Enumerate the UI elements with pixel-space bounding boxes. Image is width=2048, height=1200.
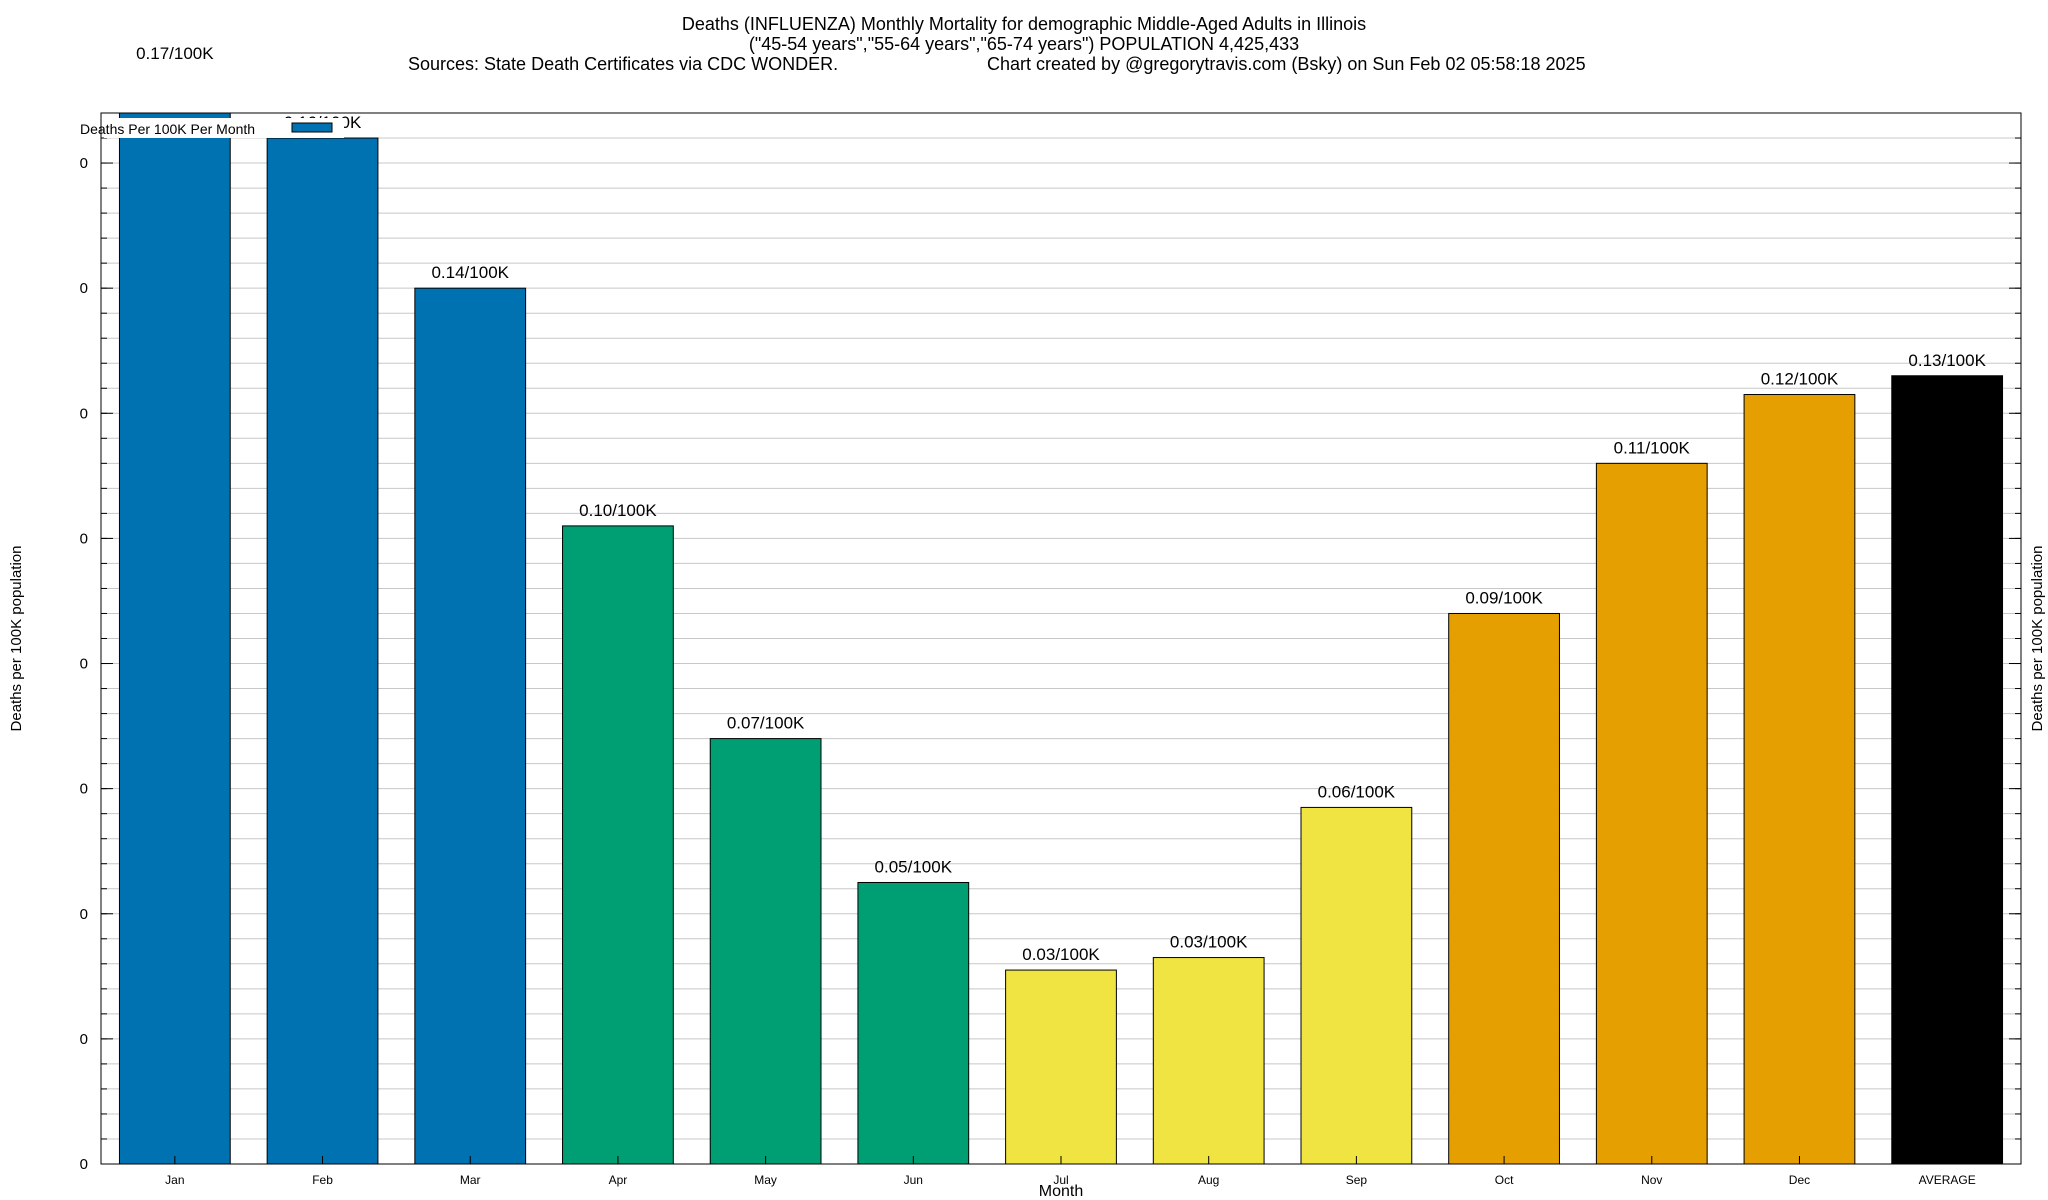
data-label: 0.10/100K — [579, 501, 657, 520]
bar-jun — [857, 881, 970, 1165]
x-tick-label: Mar — [460, 1173, 481, 1187]
bar-nov — [1595, 462, 1708, 1165]
y-tick-label: 0 — [80, 1156, 88, 1173]
bar-sep — [1300, 806, 1413, 1165]
bar-dec — [1743, 394, 1856, 1165]
x-tick-label: Dec — [1789, 1173, 1810, 1187]
x-tick-label: AVERAGE — [1919, 1173, 1976, 1187]
legend: Deaths Per 100K Per Month — [80, 118, 344, 138]
x-tick-label: Jul — [1053, 1173, 1068, 1187]
chart-credit: Chart created by @gregorytravis.com (Bsk… — [987, 54, 1586, 74]
chart-subtitle: ("45-54 years","55-64 years","65-74 year… — [748, 34, 1300, 54]
x-axis-ticks: Jan Feb Mar Apr May Jun Jul Aug Sep Oct Nov Dec AVER… — [165, 1156, 1976, 1187]
data-label: 0.03/100K — [1170, 933, 1248, 952]
y-tick-label: 0 — [80, 530, 88, 547]
data-label: 0.05/100K — [875, 857, 953, 876]
y-tick-label: 0 — [80, 906, 88, 923]
y-axis-label: Deaths per 100K population — [8, 546, 25, 732]
bar-jan — [118, 112, 231, 1165]
data-label: 0.11/100K — [1614, 438, 1691, 457]
y-tick-label: 0 — [80, 405, 88, 422]
x-tick-label: Jan — [165, 1173, 184, 1187]
bar-may — [709, 738, 822, 1165]
y-axis-ticks: 0 0 0 0 0 0 0 0 0 — [80, 155, 2021, 1173]
x-tick-label: Apr — [609, 1173, 628, 1187]
y-tick-label: 0 — [80, 280, 88, 297]
x-tick-label: Aug — [1198, 1173, 1219, 1187]
data-label: 0.13/100K — [1908, 351, 1986, 370]
bars — [118, 112, 2004, 1165]
chart-title: Deaths (INFLUENZA) Monthly Mortality for… — [681, 14, 1367, 34]
bar-mar — [414, 287, 527, 1165]
bar-jul — [1005, 969, 1117, 1165]
bar-feb — [266, 137, 379, 1165]
y-tick-label: 0 — [80, 1031, 88, 1048]
data-label: 0.17/100K — [136, 44, 214, 63]
data-label: 0.09/100K — [1465, 588, 1543, 607]
legend-box — [104, 118, 344, 138]
y-tick-label: 0 — [80, 781, 88, 798]
x-tick-label: Sep — [1346, 1173, 1368, 1187]
x-axis-label: Month — [1039, 1183, 1083, 1200]
bar-average — [1891, 375, 2004, 1165]
y-tick-label: 0 — [80, 656, 88, 673]
legend-swatch — [291, 122, 333, 133]
x-tick-label: Oct — [1495, 1173, 1514, 1187]
x-tick-label: Jun — [904, 1173, 923, 1187]
y-tick-label: 0 — [80, 155, 88, 172]
x-tick-label: Feb — [312, 1173, 333, 1187]
x-tick-label: Nov — [1641, 1173, 1662, 1187]
x-tick-label: May — [754, 1173, 777, 1187]
data-label: 0.12/100K — [1761, 370, 1839, 389]
bar-oct — [1448, 612, 1560, 1165]
data-label: 0.03/100K — [1022, 945, 1100, 964]
data-label: 0.07/100K — [727, 714, 805, 733]
bar-apr — [562, 525, 674, 1165]
bar-aug — [1152, 957, 1265, 1165]
y2-axis-label: Deaths per 100K population — [2029, 546, 2046, 732]
chart-sources: Sources: State Death Certificates via CD… — [408, 54, 839, 74]
legend-label: Deaths Per 100K Per Month — [80, 121, 255, 137]
data-label: 0.14/100K — [431, 263, 509, 282]
data-labels: 0.17/100K0.16/100K0.14/100K0.10/100K0.07… — [136, 44, 1986, 964]
plot-frame — [100, 112, 2022, 1165]
data-label: 0.06/100K — [1318, 782, 1396, 801]
